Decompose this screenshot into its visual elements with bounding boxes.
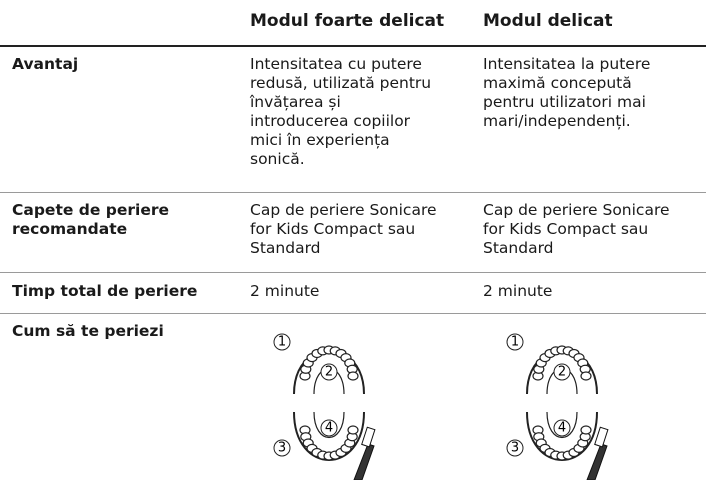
cell-text: învățarea și	[250, 93, 341, 111]
row-label: recomandate	[12, 220, 128, 238]
step-number: 3	[511, 441, 519, 456]
row-label: Avantaj	[12, 55, 79, 73]
arch-inner	[546, 411, 578, 439]
cell-text: mari/independenți.	[483, 112, 631, 130]
cell-text: mici în experiența	[250, 131, 390, 149]
tooth	[347, 371, 359, 381]
toothbrush	[586, 443, 608, 480]
step-number: 1	[511, 335, 519, 350]
cell-text: redusă, utilizată pentru	[250, 74, 432, 92]
toothbrush	[353, 443, 375, 480]
brushing-diagram: 1 2 3 4	[506, 333, 609, 480]
row-label: Cum să te periezi	[12, 322, 164, 340]
step-circle	[273, 333, 291, 351]
step-circle	[320, 419, 338, 437]
cell-text: 2 minute	[483, 282, 553, 300]
cell-text: Standard	[250, 239, 321, 257]
step-circle	[320, 363, 338, 381]
step-circle	[506, 333, 524, 351]
tooth	[580, 371, 592, 381]
step-number: 4	[558, 421, 566, 436]
row-rule	[0, 192, 706, 193]
cell-text: maximă concepută	[483, 74, 632, 92]
step-circle	[553, 419, 571, 437]
arch-inner	[313, 411, 345, 439]
cell-text: Intensitatea cu putere	[250, 55, 422, 73]
step-circle	[273, 439, 291, 457]
step-number: 2	[325, 365, 333, 380]
cell-text: Intensitatea la putere	[483, 55, 651, 73]
cell-text: Standard	[483, 239, 554, 257]
teeth	[526, 345, 598, 461]
cell-text: introducerea copiilor	[250, 112, 411, 130]
row-rule	[0, 313, 706, 314]
cell-text: pentru utilizatori mai	[483, 93, 646, 111]
column-header: Modul foarte delicat	[250, 11, 445, 31]
column-header: Modul delicat	[483, 11, 613, 31]
tooth	[347, 425, 359, 435]
step-circle	[506, 439, 524, 457]
step-number: 1	[278, 335, 286, 350]
cell-text: for Kids Compact sau	[250, 220, 416, 238]
row-label: Timp total de periere	[12, 282, 198, 300]
cell-text: Cap de periere Sonicare	[483, 201, 670, 219]
brush-head	[361, 426, 376, 448]
cell-text: 2 minute	[250, 282, 320, 300]
step-number: 3	[278, 441, 286, 456]
cell-text: sonică.	[250, 150, 305, 168]
cell-text: for Kids Compact sau	[483, 220, 649, 238]
teeth	[293, 345, 365, 461]
header-rule	[0, 45, 706, 47]
tooth	[580, 425, 592, 435]
row-label: Capete de periere	[12, 201, 169, 219]
brushing-diagram: 1 2 3 4	[273, 333, 376, 480]
cell-text: Cap de periere Sonicare	[250, 201, 437, 219]
step-circle	[553, 363, 571, 381]
step-number: 2	[558, 365, 566, 380]
row-rule	[0, 272, 706, 273]
brush-head	[594, 426, 609, 448]
step-number: 4	[325, 421, 333, 436]
